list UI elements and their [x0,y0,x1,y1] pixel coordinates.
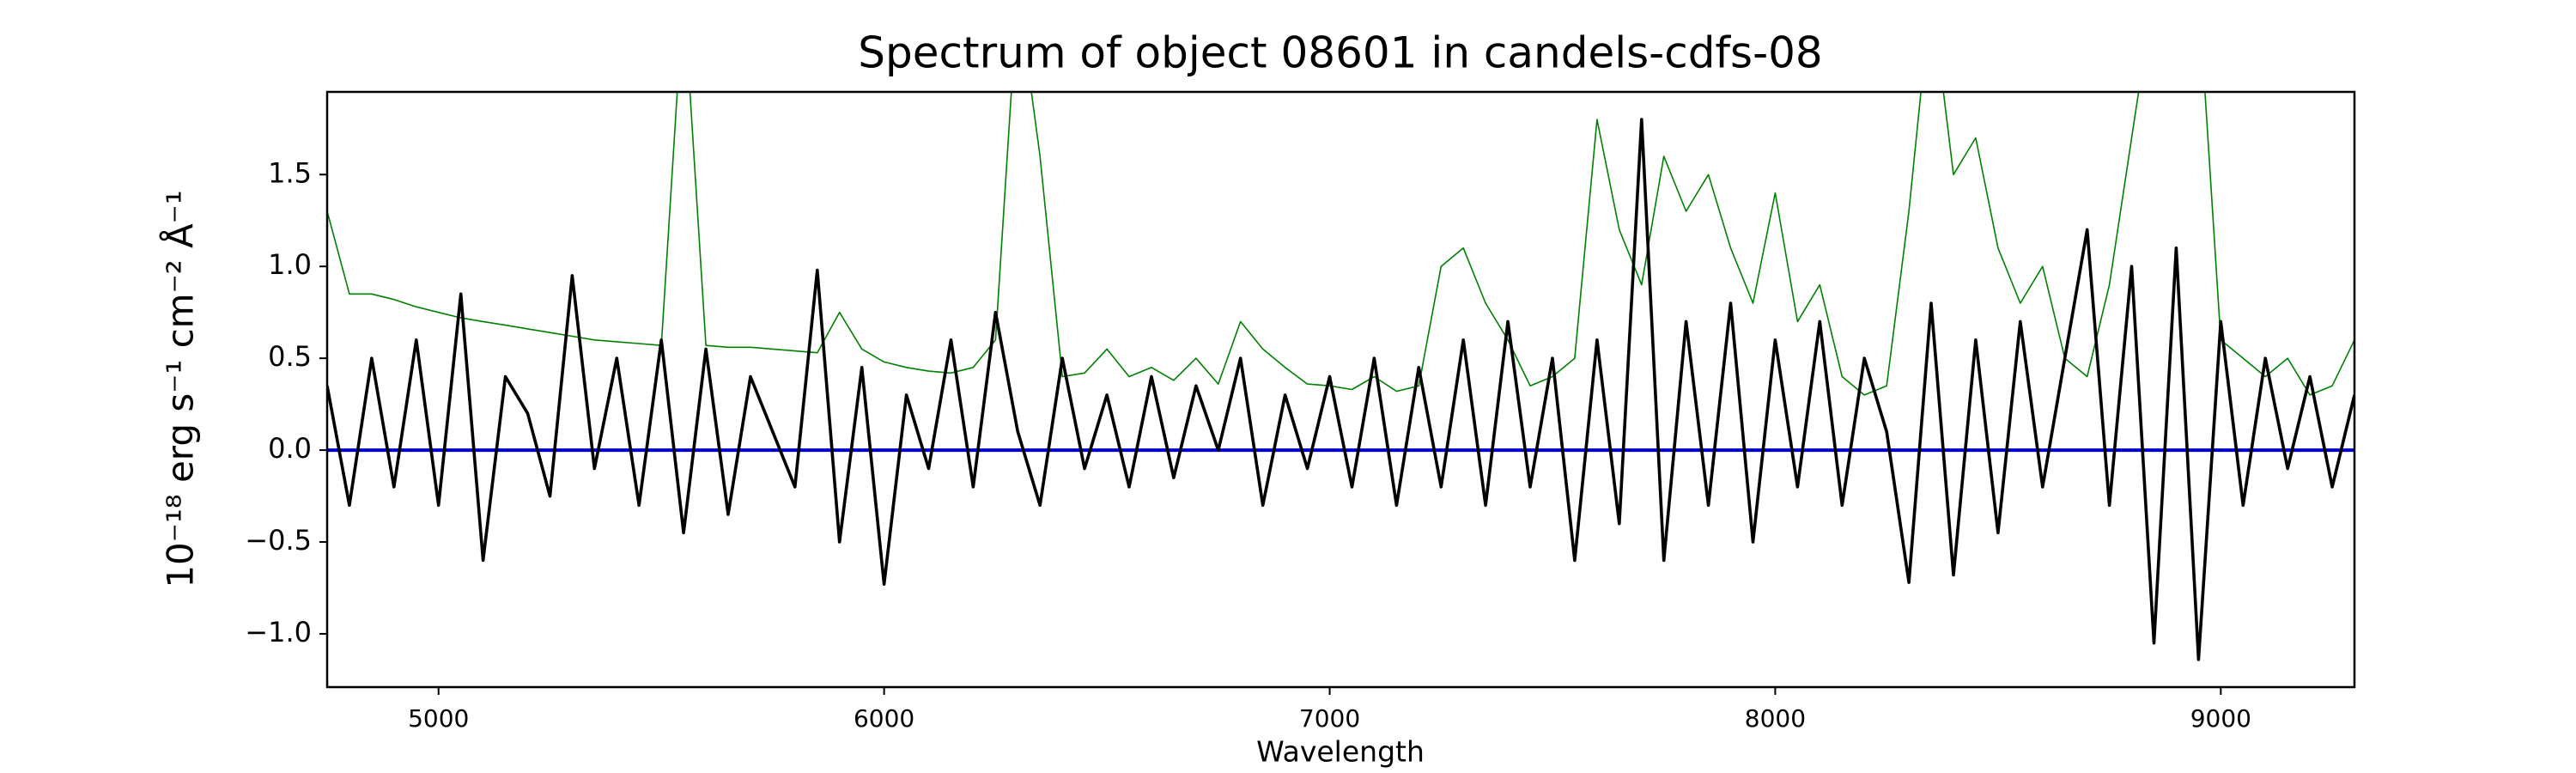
plot-area [327,92,2354,661]
y-tick-label: 1.5 [268,156,312,189]
y-tick-label: 1.0 [268,248,312,281]
spectrum-line [327,118,2354,661]
x-tick-label: 9000 [2190,704,2251,733]
chart-title: Spectrum of object 08601 in candels-cdfs… [858,28,1823,78]
x-tick-label: 8000 [1745,704,1806,733]
y-axis-label: 10⁻¹⁸ erg s⁻¹ cm⁻² Å⁻¹ [159,190,202,587]
x-tick-label: 6000 [854,704,914,733]
y-tick-label: −1.0 [245,616,312,648]
plot-frame [325,90,2356,689]
x-tick-label: 5000 [408,704,469,733]
spectrum-line [327,92,2354,396]
y-tick-label: 0.5 [268,340,312,373]
x-tick-label: 7000 [1299,704,1360,733]
y-tick-label: −0.5 [245,524,312,557]
x-axis-label: Wavelength [1256,735,1425,769]
y-tick-label: 0.0 [268,432,312,465]
